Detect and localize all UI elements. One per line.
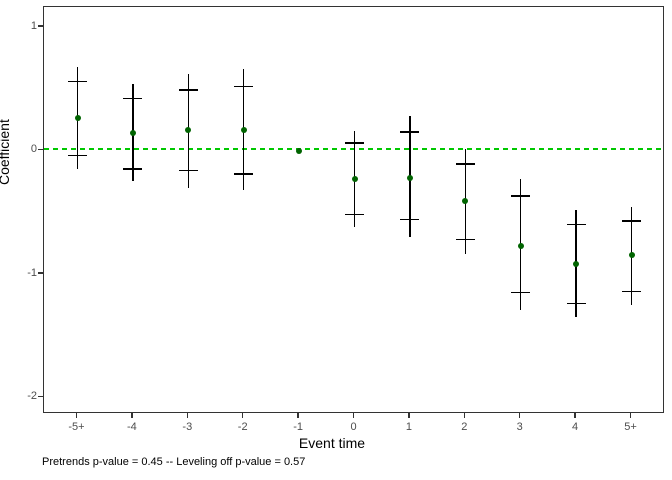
x-tick-label: -5+ xyxy=(68,421,85,433)
inner-ci-cap xyxy=(178,169,198,171)
x-axis-tick xyxy=(241,413,244,418)
y-tick-label: -1 xyxy=(27,266,37,279)
inner-ci-cap xyxy=(234,173,254,175)
inner-ci-cap xyxy=(345,213,364,216)
inner-ci-cap xyxy=(455,238,475,241)
inner-ci-cap xyxy=(68,80,87,83)
inner-ci-cap xyxy=(622,290,641,293)
inner-ci-cap xyxy=(68,154,87,157)
x-axis-tick xyxy=(518,413,521,418)
inner-ci-cap xyxy=(566,223,586,226)
inner-ci-cap xyxy=(123,97,143,100)
x-tick-label: -2 xyxy=(237,421,248,433)
coefficient-point xyxy=(517,242,524,249)
inner-ci-cap xyxy=(400,131,420,133)
inner-ci-cap xyxy=(345,142,364,144)
x-axis-tick xyxy=(186,413,189,418)
inner-ci-cap xyxy=(178,89,198,91)
inner-ci-cap xyxy=(511,195,531,197)
inner-ci-cap xyxy=(511,291,531,294)
inner-ci-cap xyxy=(566,302,586,305)
coefficient-point xyxy=(296,147,303,154)
y-axis-tick xyxy=(38,25,43,27)
x-tick-label: -1 xyxy=(293,421,303,433)
x-axis-tick xyxy=(574,413,576,418)
x-axis-tick xyxy=(629,413,632,418)
x-tick-label: 0 xyxy=(350,421,357,433)
coefficient-point xyxy=(406,174,413,181)
x-tick-label: 3 xyxy=(516,421,523,433)
y-tick-label: 0 xyxy=(30,143,37,155)
y-axis-tick xyxy=(38,148,43,151)
y-axis-tick xyxy=(38,272,43,274)
x-tick-label: 2 xyxy=(461,421,468,433)
x-axis-tick xyxy=(408,413,410,418)
x-tick-label: -4 xyxy=(127,421,137,433)
inner-ci-cap xyxy=(123,168,143,170)
x-axis-title: Event time xyxy=(298,435,366,451)
x-tick-label: -3 xyxy=(182,421,193,433)
coefficient-point xyxy=(351,175,358,182)
inner-ci-cap xyxy=(622,220,641,222)
y-tick-label: 1 xyxy=(30,19,37,32)
inner-ci-cap xyxy=(234,85,254,88)
pvalue-caption: Pretrends p-value = 0.45 -- Leveling off… xyxy=(42,456,306,468)
inner-ci-cap xyxy=(400,218,420,221)
y-axis-tick xyxy=(38,395,43,398)
x-axis-tick xyxy=(352,413,355,418)
coefficient-point xyxy=(462,198,469,205)
x-axis-tick xyxy=(75,413,78,418)
inner-ci-cap xyxy=(455,163,475,165)
coefficient-point xyxy=(573,261,580,268)
x-axis-tick xyxy=(131,413,133,418)
x-tick-label: 5+ xyxy=(624,421,637,433)
coefficient-point xyxy=(240,126,247,133)
x-axis-tick xyxy=(297,413,299,418)
coefficient-point xyxy=(129,130,136,137)
coefficient-point xyxy=(74,115,81,122)
x-tick-label: 4 xyxy=(572,421,579,433)
plot-panel xyxy=(43,6,665,413)
y-tick-label: -2 xyxy=(27,390,37,402)
x-tick-label: 1 xyxy=(405,421,412,433)
coefficient-point xyxy=(185,126,192,133)
coefficient-point xyxy=(628,252,635,259)
x-axis-tick xyxy=(463,413,466,418)
